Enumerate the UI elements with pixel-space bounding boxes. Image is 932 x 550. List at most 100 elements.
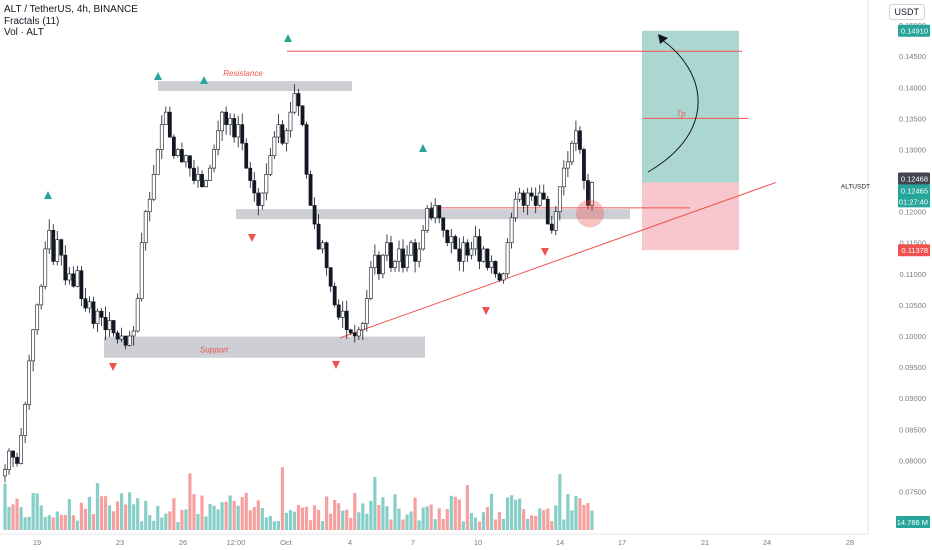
candle-body xyxy=(216,130,220,150)
candle-body xyxy=(360,323,365,331)
volume-bar xyxy=(27,516,31,530)
volume-bar xyxy=(216,509,220,530)
candle-body xyxy=(397,248,401,262)
volume-bar xyxy=(228,495,232,530)
volume-bar xyxy=(526,518,530,530)
candle-body xyxy=(35,304,40,331)
candle-body xyxy=(292,93,297,113)
candle-body xyxy=(19,435,23,464)
volume-bar xyxy=(341,510,345,530)
candle-body xyxy=(328,267,333,287)
volume-bar xyxy=(429,504,433,530)
currency-button[interactable]: USDT xyxy=(888,4,925,20)
fractals-indicator-label[interactable]: Fractals (11) xyxy=(4,15,60,27)
volume-bar xyxy=(240,497,244,530)
fractal-down-icon xyxy=(248,234,256,242)
candle-body xyxy=(288,111,293,132)
volume-bar xyxy=(176,521,180,530)
candle-body xyxy=(228,118,233,125)
countdown-tag: 01:27:40 xyxy=(899,197,928,206)
candle-body xyxy=(23,404,28,436)
volume-bar xyxy=(369,500,373,530)
current-price-tag: 0.12465 xyxy=(901,186,928,195)
candle-body xyxy=(127,335,132,346)
price-zone-1 xyxy=(158,81,352,92)
candle-body xyxy=(252,180,257,194)
volume-bar xyxy=(232,500,236,530)
volume-bar xyxy=(140,521,144,530)
y-tick-label: 0.10000 xyxy=(899,332,926,341)
candle-body xyxy=(393,261,397,268)
volume-indicator-label[interactable]: Vol · ALT xyxy=(4,27,44,38)
candle-body xyxy=(75,270,80,287)
y-tick-label: 0.07500 xyxy=(899,487,926,496)
volume-bar xyxy=(401,519,405,530)
candle-body xyxy=(300,105,305,125)
y-tick-label: 0.13000 xyxy=(899,145,926,154)
volume-bar xyxy=(417,520,421,530)
candle-body xyxy=(27,360,32,405)
resistance-label: Resistance xyxy=(223,69,263,78)
fractal-down-icon xyxy=(109,363,117,371)
volume-bar xyxy=(421,507,425,530)
volume-bar xyxy=(75,520,79,530)
volume-bar xyxy=(160,517,164,530)
candle-body xyxy=(31,329,36,362)
x-tick-label: Oct xyxy=(280,538,293,547)
candle-body xyxy=(212,149,216,169)
candle-body xyxy=(171,136,176,156)
candle-body xyxy=(537,192,542,206)
volume-bar xyxy=(19,507,23,530)
candle-body xyxy=(529,192,534,197)
volume-bar xyxy=(578,498,582,530)
volume-bar xyxy=(493,519,498,530)
candle-body xyxy=(433,205,438,219)
candle-body xyxy=(348,329,353,334)
candle-body xyxy=(43,248,48,287)
candle-body xyxy=(192,167,196,181)
candle-body xyxy=(256,192,261,206)
target-zone xyxy=(642,30,739,183)
volume-bar xyxy=(7,506,11,530)
candle-body xyxy=(67,273,72,281)
y-tick-label: 0.10500 xyxy=(899,301,926,310)
candle-body xyxy=(429,208,434,219)
fractal-up-icon xyxy=(284,34,292,42)
volume-bar xyxy=(485,507,490,530)
candle-body xyxy=(236,124,241,138)
y-tick-label: 0.14500 xyxy=(899,52,926,61)
candle-body xyxy=(481,248,486,262)
candle-body xyxy=(372,254,377,268)
volume-bar xyxy=(534,515,538,530)
volume-bar xyxy=(325,496,329,530)
candle-body xyxy=(453,236,458,250)
volume-bar xyxy=(304,506,309,530)
y-tick-label: 0.13500 xyxy=(899,114,926,123)
symbol-title[interactable]: ALT / TetherUS, 4h, BINANCE xyxy=(4,4,138,15)
candle-body xyxy=(449,236,454,244)
candle-body xyxy=(352,332,357,337)
x-tick-label: 17 xyxy=(618,538,626,547)
target-price-tag: 0.14910 xyxy=(901,27,928,36)
candle-body xyxy=(296,93,301,107)
candle-body xyxy=(340,310,345,318)
candle-body xyxy=(493,261,498,275)
candle-body xyxy=(11,450,15,458)
volume-bar xyxy=(124,504,128,530)
x-tick-label: 26 xyxy=(179,538,187,547)
volume-bar xyxy=(3,483,7,530)
last-price-tag-bg xyxy=(898,172,930,185)
candle-body xyxy=(167,111,172,138)
candle-body xyxy=(465,242,470,256)
volume-bar xyxy=(79,502,83,530)
x-tick-label: 28 xyxy=(846,538,854,547)
volume-bar xyxy=(83,508,88,530)
candle-body xyxy=(119,335,124,340)
x-tick-label: 21 xyxy=(701,538,709,547)
volume-bar xyxy=(373,476,377,530)
symbol-tag: ALTUSDT xyxy=(841,183,870,190)
candle-body xyxy=(180,149,184,163)
volume-bar xyxy=(590,510,594,530)
volume-bar xyxy=(188,473,192,530)
